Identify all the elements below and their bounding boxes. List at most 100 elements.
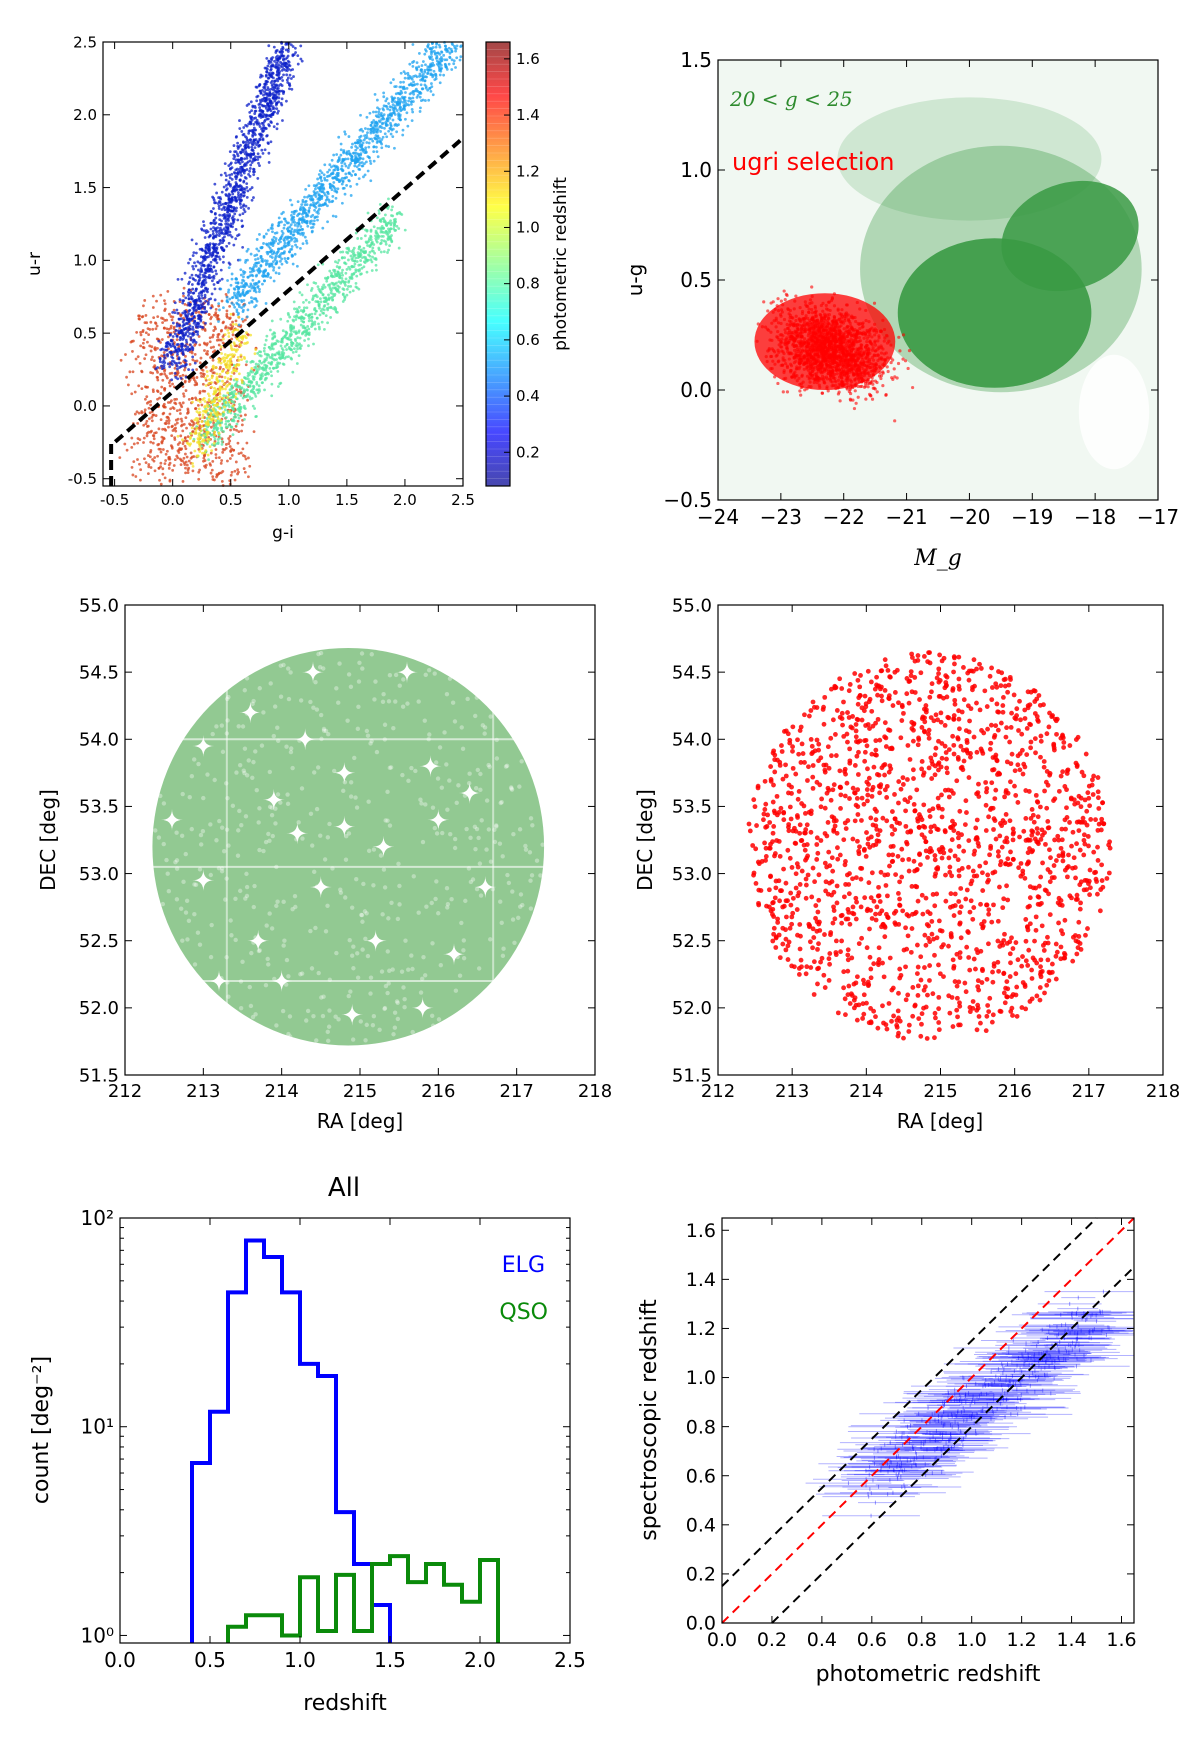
colour-point bbox=[208, 445, 212, 449]
colour-point bbox=[196, 332, 200, 336]
colour-point bbox=[264, 364, 268, 368]
colour-point bbox=[224, 425, 228, 429]
colour-point bbox=[245, 331, 248, 335]
colour-point bbox=[286, 226, 290, 230]
colour-point bbox=[230, 337, 234, 341]
colour-point bbox=[406, 124, 410, 128]
colour-point bbox=[432, 63, 436, 67]
colour-point bbox=[303, 235, 307, 239]
colour-point bbox=[291, 262, 295, 266]
colour-point bbox=[273, 353, 277, 357]
colour-point bbox=[144, 353, 148, 357]
colour-point bbox=[345, 246, 349, 250]
colour-point bbox=[152, 390, 155, 394]
colour-point bbox=[211, 335, 214, 339]
y-tick-label: 2.5 bbox=[73, 33, 97, 51]
colour-point bbox=[229, 162, 232, 166]
colour-point bbox=[254, 297, 257, 300]
colour-point bbox=[271, 230, 274, 234]
colour-point bbox=[262, 269, 266, 273]
colour-point bbox=[286, 311, 290, 315]
colour-point bbox=[277, 109, 280, 113]
colour-point bbox=[293, 221, 297, 224]
colour-point bbox=[203, 271, 207, 275]
colour-point bbox=[217, 234, 221, 238]
colour-point bbox=[145, 419, 149, 423]
colour-point bbox=[182, 286, 186, 290]
colour-point bbox=[252, 170, 255, 174]
colour-point bbox=[401, 87, 405, 91]
colour-point bbox=[447, 46, 451, 50]
colour-point bbox=[219, 348, 223, 351]
colour-point bbox=[264, 82, 268, 86]
colour-point bbox=[182, 327, 186, 331]
colour-point bbox=[255, 369, 259, 373]
colour-point bbox=[251, 384, 255, 388]
colour-point bbox=[331, 298, 334, 302]
colour-point bbox=[272, 279, 276, 283]
colour-point bbox=[376, 236, 380, 240]
colour-point bbox=[175, 338, 179, 342]
colour-point bbox=[415, 67, 419, 70]
colour-point bbox=[163, 302, 167, 306]
colour-point bbox=[364, 146, 368, 150]
colour-point bbox=[390, 128, 394, 132]
colour-point bbox=[182, 294, 185, 298]
colour-point bbox=[176, 449, 180, 453]
colour-point bbox=[208, 273, 211, 277]
colour-point bbox=[253, 146, 257, 150]
colour-point bbox=[267, 61, 271, 65]
colour-point bbox=[183, 302, 187, 306]
colour-point bbox=[203, 427, 207, 431]
colour-point bbox=[326, 321, 329, 325]
colour-point bbox=[264, 263, 268, 267]
colour-point bbox=[253, 128, 256, 132]
colour-point bbox=[196, 260, 200, 264]
colour-point bbox=[268, 90, 272, 94]
colour-point bbox=[269, 370, 273, 374]
colour-point bbox=[231, 320, 234, 324]
colour-point bbox=[151, 413, 155, 417]
colour-point bbox=[193, 261, 196, 265]
colour-point bbox=[207, 300, 210, 304]
colour-point bbox=[255, 273, 259, 277]
colour-point bbox=[351, 142, 354, 146]
colour-point bbox=[258, 113, 262, 116]
colour-point bbox=[263, 90, 266, 94]
colour-point bbox=[258, 233, 261, 236]
colour-point bbox=[209, 425, 213, 429]
colour-point bbox=[229, 425, 233, 429]
colour-point bbox=[206, 419, 210, 423]
colour-point bbox=[354, 145, 358, 148]
colour-point bbox=[234, 228, 238, 231]
colour-point bbox=[209, 346, 213, 350]
colour-point bbox=[190, 338, 193, 342]
colour-point bbox=[245, 156, 249, 160]
colour-point bbox=[314, 202, 318, 206]
colour-point bbox=[380, 217, 384, 221]
colour-point bbox=[345, 293, 349, 297]
colour-point bbox=[234, 277, 238, 280]
colour-point bbox=[405, 111, 409, 115]
colour-point bbox=[152, 316, 156, 320]
colour-point bbox=[220, 479, 224, 483]
colour-point bbox=[235, 152, 239, 156]
colour-point bbox=[184, 389, 188, 392]
colour-point bbox=[238, 402, 241, 406]
colorbar-label: photometric redshift bbox=[551, 177, 571, 351]
colour-point bbox=[245, 154, 249, 158]
colour-point bbox=[234, 365, 238, 369]
colour-point bbox=[374, 145, 378, 149]
colour-point bbox=[217, 207, 221, 210]
y-tick-label: 2.0 bbox=[73, 106, 97, 124]
colour-point bbox=[398, 115, 402, 119]
colour-point bbox=[299, 247, 302, 250]
colour-point bbox=[435, 62, 439, 66]
colour-point bbox=[418, 95, 422, 99]
colour-point bbox=[197, 477, 201, 481]
colour-point bbox=[292, 215, 296, 219]
colour-point bbox=[198, 343, 202, 347]
colour-point bbox=[215, 428, 219, 431]
colour-point bbox=[351, 159, 355, 162]
colour-point bbox=[286, 42, 289, 46]
